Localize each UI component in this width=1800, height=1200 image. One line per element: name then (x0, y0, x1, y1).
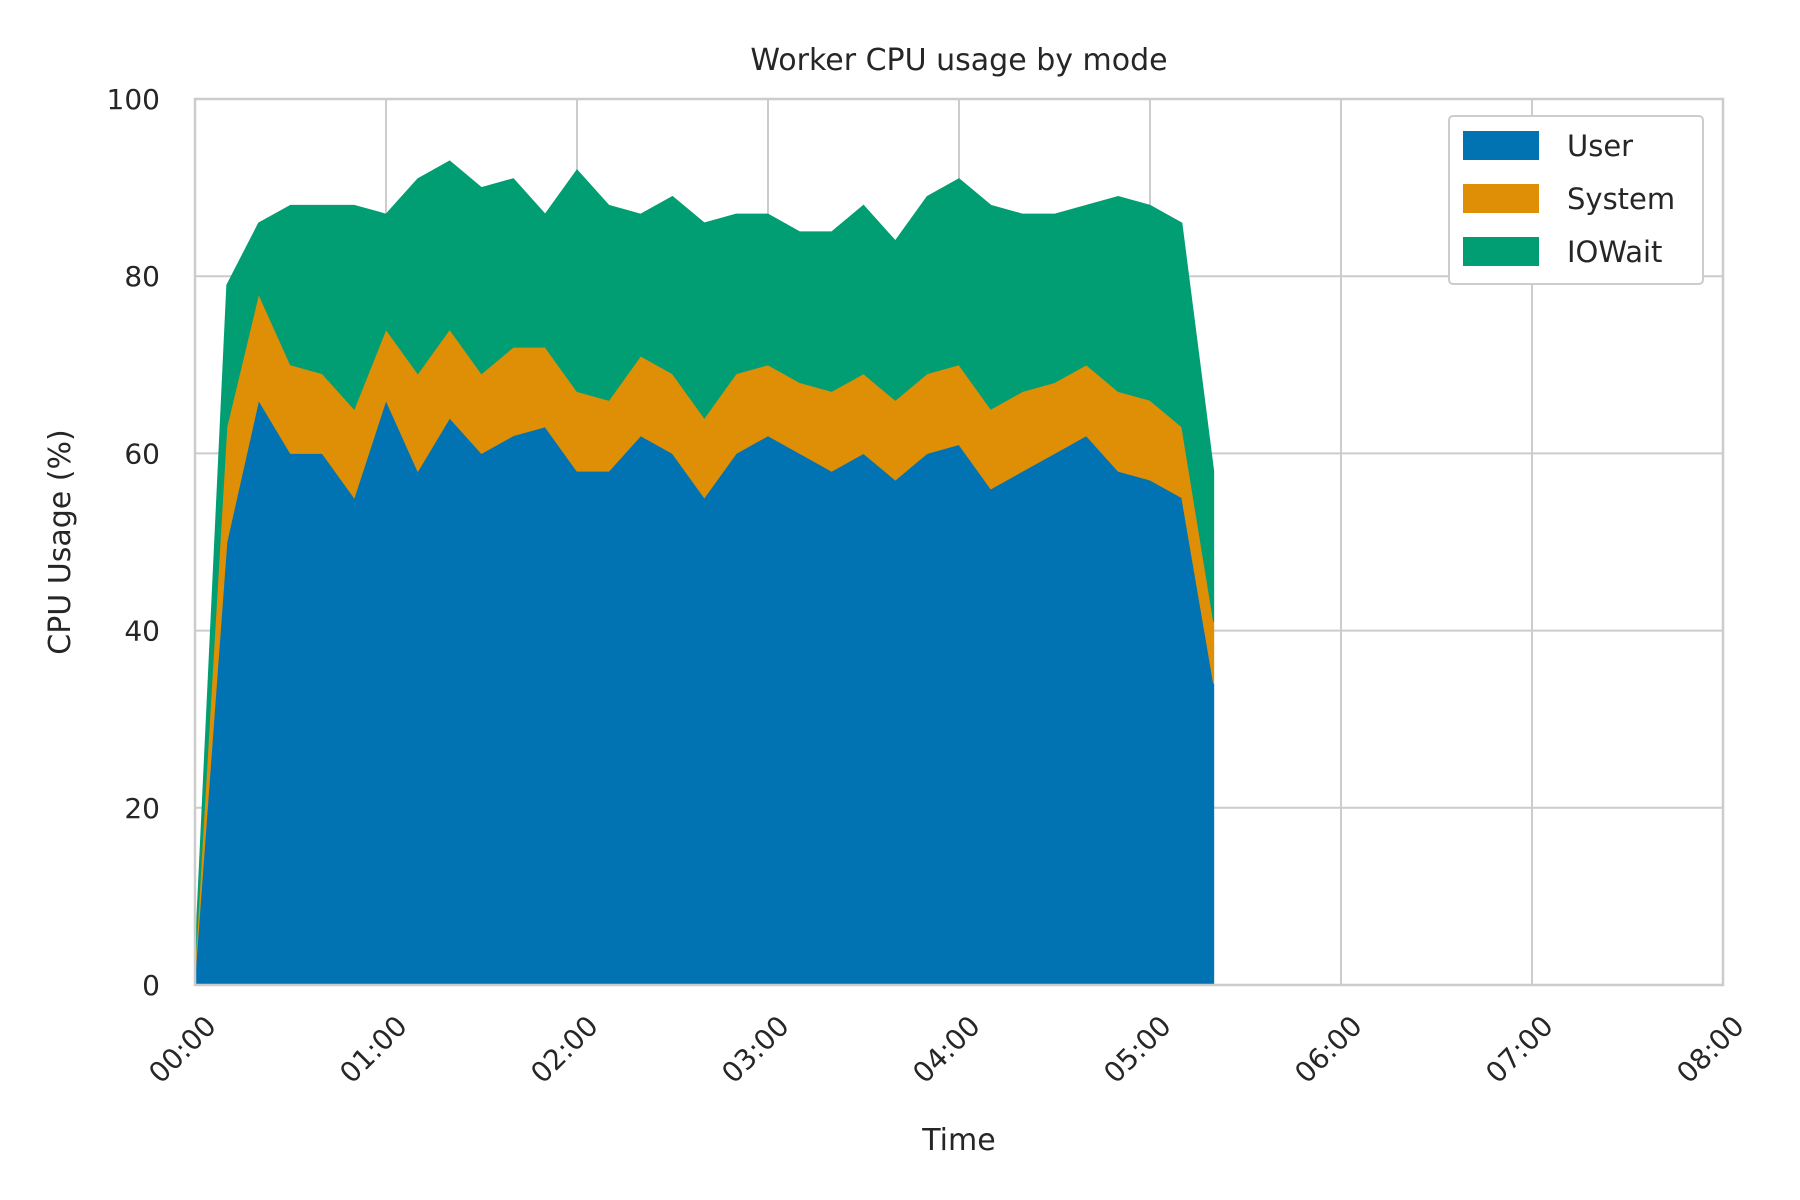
chart-title: Worker CPU usage by mode (750, 43, 1167, 78)
x-axis-label: Time (921, 1123, 995, 1158)
legend-label-user: User (1567, 129, 1633, 163)
legend-label-system: System (1567, 182, 1675, 216)
y-tick-label: 100 (107, 83, 160, 116)
legend-label-iowait: IOWait (1567, 235, 1662, 269)
legend-swatch-system (1463, 184, 1539, 213)
y-tick-labels: 0 20 40 60 80 100 (107, 83, 160, 1002)
y-tick-label: 40 (124, 615, 160, 648)
legend-swatch-user (1463, 131, 1539, 160)
legend-swatch-iowait (1463, 237, 1539, 266)
y-tick-label: 20 (124, 792, 160, 825)
y-tick-label: 60 (124, 437, 160, 470)
area-series-iowait (194, 160, 1215, 968)
area-series-group (194, 160, 1215, 986)
legend: User System IOWait (1448, 115, 1704, 285)
plot-frame (193, 97, 1725, 987)
y-tick-label: 80 (124, 260, 160, 293)
y-tick-label: 0 (142, 969, 160, 1002)
y-axis-label: CPU Usage (%) (43, 429, 78, 654)
